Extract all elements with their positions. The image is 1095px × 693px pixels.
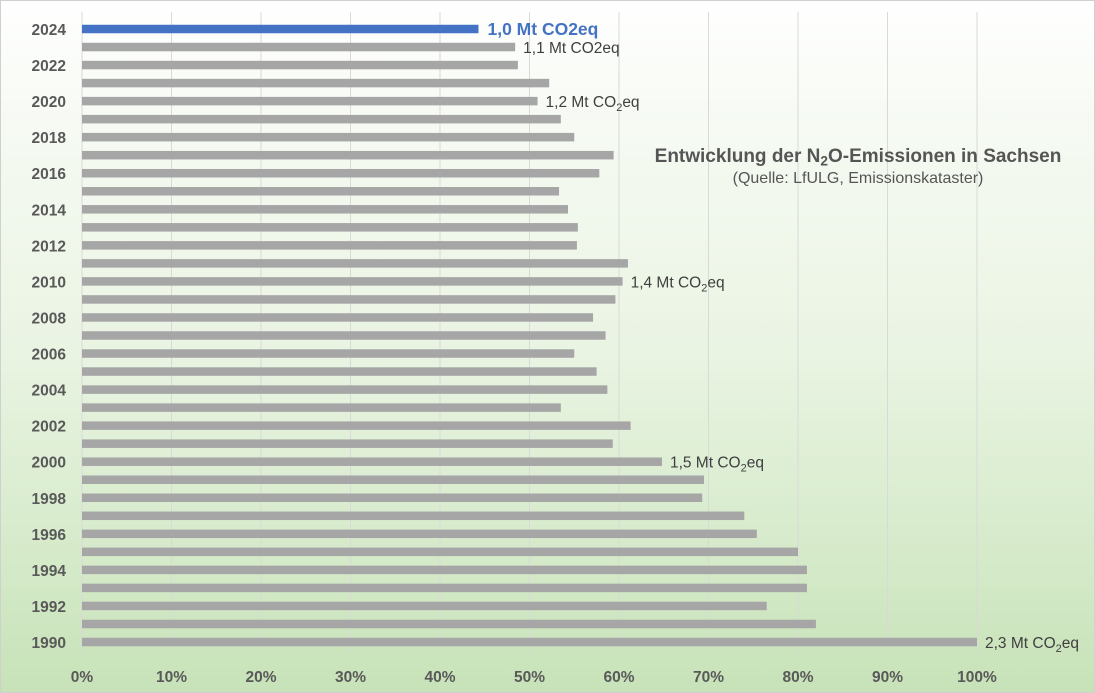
y-tick-label: 2024 [32, 22, 67, 39]
bar-2024 [82, 24, 479, 34]
data-label-2000: 1,5 Mt CO2eq [670, 455, 764, 475]
x-tick-label: 0% [71, 669, 94, 686]
chart-title: Entwicklung der N2O-Emissionen in Sachse… [654, 146, 1062, 169]
bar-2005 [82, 367, 597, 376]
y-tick-label: 1996 [32, 527, 67, 544]
y-tick-label: 1994 [32, 563, 67, 580]
y-tick-label: 2000 [32, 455, 66, 472]
bar-2015 [82, 187, 560, 196]
bar-1998 [82, 493, 703, 503]
bar-2000 [82, 457, 662, 466]
y-tick-label: 2004 [32, 383, 67, 400]
x-tick-label: 60% [603, 669, 634, 686]
bar-2002 [82, 421, 631, 430]
bar-1995 [82, 547, 798, 557]
bar-2018 [82, 132, 575, 142]
x-tick-label: 40% [424, 669, 455, 686]
y-tick-label: 2002 [32, 419, 66, 436]
x-tick-label: 50% [514, 669, 545, 686]
bar-2020 [82, 96, 538, 106]
bar-2017 [82, 150, 614, 160]
y-tick-label: 2016 [32, 166, 67, 183]
bar-2009 [82, 295, 616, 304]
bar-1994 [82, 565, 807, 575]
bar-2001 [82, 439, 613, 448]
y-tick-label: 2022 [32, 58, 66, 75]
data-label-2024: 1,0 Mt CO2eq [487, 19, 598, 39]
bar-1996 [82, 529, 757, 539]
x-tick-label: 100% [957, 669, 997, 686]
y-tick-label: 2012 [32, 238, 66, 255]
bar-2016 [82, 168, 600, 178]
chart-subtitle: (Quelle: LfULG, Emissionskataster) [732, 170, 984, 187]
data-label-1990: 2,3 Mt CO2eq [985, 635, 1079, 655]
y-tick-label: 1992 [32, 599, 66, 616]
bar-2013 [82, 223, 578, 232]
bar-2004 [82, 385, 608, 394]
bar-1992 [82, 601, 767, 611]
bars [82, 24, 977, 647]
bar-2022 [82, 60, 518, 70]
bar-2012 [82, 241, 577, 250]
x-tick-label: 80% [782, 669, 813, 686]
y-tick-label: 2020 [32, 94, 66, 111]
bar-2008 [82, 313, 594, 322]
y-tick-label: 2010 [32, 274, 66, 291]
x-tick-label: 10% [156, 669, 187, 686]
bar-2010 [82, 277, 623, 286]
bar-2021 [82, 78, 550, 88]
bar-2014 [82, 205, 568, 214]
x-tick-label: 70% [693, 669, 724, 686]
bar-1990 [82, 637, 977, 647]
x-tick-label: 30% [335, 669, 366, 686]
bar-1991 [82, 619, 816, 629]
bar-2006 [82, 349, 575, 358]
bar-2011 [82, 259, 628, 268]
x-tick-label: 90% [872, 669, 903, 686]
x-tick-label: 20% [245, 669, 276, 686]
chart-title-block: Entwicklung der N2O-Emissionen in Sachse… [628, 146, 1088, 190]
x-axis-ticks: 0% 10% 20% 30% 40% 50% 60% 70% 80% 90% 100% [71, 669, 997, 686]
data-label-2023: 1,1 Mt CO2eq [523, 40, 620, 57]
bar-1999 [82, 475, 705, 484]
y-tick-label: 2006 [32, 347, 67, 364]
y-tick-label: 2014 [32, 202, 67, 219]
bar-2003 [82, 403, 561, 412]
y-axis-ticks: 1990 1992 1994 1996 1998 2000 2002 2004 2006 2008… [32, 22, 67, 652]
bar-1997 [82, 511, 745, 521]
bar-2019 [82, 114, 561, 124]
data-label-2010: 1,4 Mt CO2eq [631, 274, 725, 294]
y-tick-label: 2008 [32, 310, 67, 327]
y-tick-label: 2018 [32, 130, 67, 147]
y-tick-label: 1998 [32, 491, 67, 508]
bar-2023 [82, 42, 516, 52]
bar-1993 [82, 583, 807, 593]
bar-2007 [82, 331, 606, 340]
data-label-2020: 1,2 Mt CO2eq [546, 94, 640, 114]
y-tick-label: 1990 [32, 635, 66, 652]
